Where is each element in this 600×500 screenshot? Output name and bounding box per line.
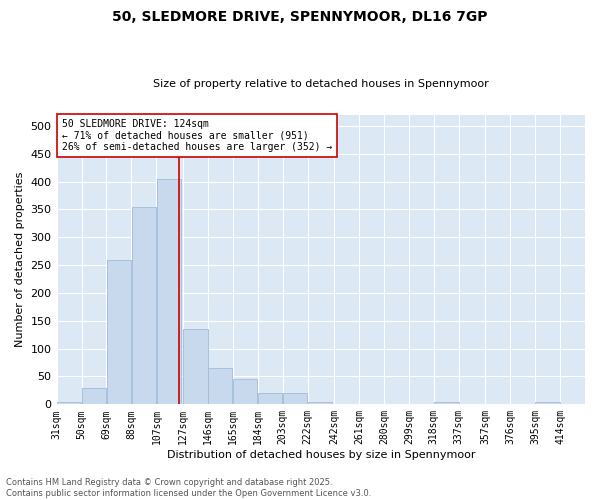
Bar <box>57 402 82 404</box>
X-axis label: Distribution of detached houses by size in Spennymoor: Distribution of detached houses by size … <box>167 450 475 460</box>
Bar <box>283 393 307 404</box>
Title: Size of property relative to detached houses in Spennymoor: Size of property relative to detached ho… <box>153 79 488 89</box>
Bar <box>183 329 208 404</box>
Text: 50, SLEDMORE DRIVE, SPENNYMOOR, DL16 7GP: 50, SLEDMORE DRIVE, SPENNYMOOR, DL16 7GP <box>112 10 488 24</box>
Bar <box>131 206 156 404</box>
Bar <box>82 388 106 404</box>
Text: 50 SLEDMORE DRIVE: 124sqm
← 71% of detached houses are smaller (951)
26% of semi: 50 SLEDMORE DRIVE: 124sqm ← 71% of detac… <box>62 119 332 152</box>
Bar <box>233 380 257 404</box>
Bar <box>107 260 131 404</box>
Bar <box>308 402 332 404</box>
Bar <box>157 179 181 404</box>
Y-axis label: Number of detached properties: Number of detached properties <box>15 172 25 347</box>
Bar <box>434 402 458 404</box>
Text: Contains HM Land Registry data © Crown copyright and database right 2025.
Contai: Contains HM Land Registry data © Crown c… <box>6 478 371 498</box>
Bar <box>208 368 232 405</box>
Bar <box>535 402 560 404</box>
Bar <box>258 393 283 404</box>
